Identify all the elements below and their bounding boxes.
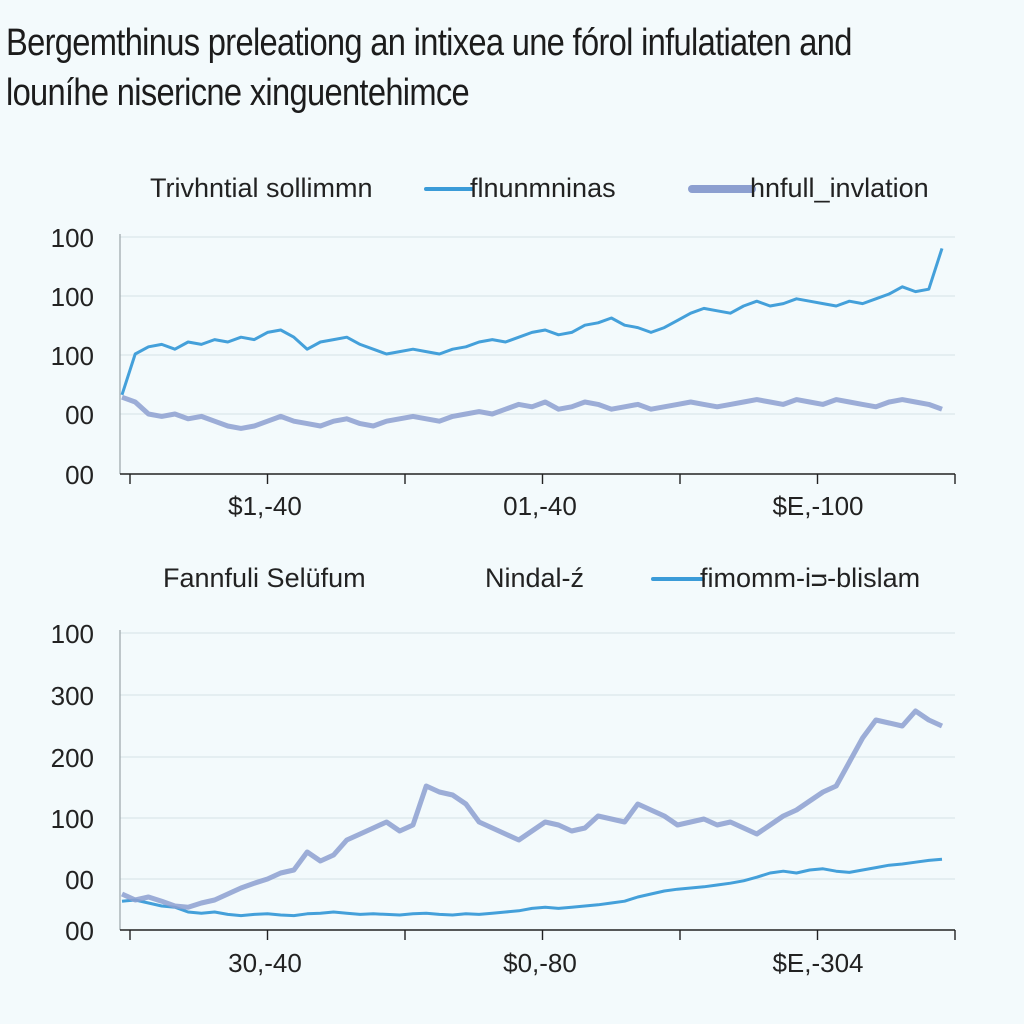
y-tick-label: 100 xyxy=(51,282,94,312)
legend-label: Nindal‑ź xyxy=(485,563,584,593)
x-tick-label: $1,‑40 xyxy=(228,491,302,521)
x-tick-label: $0,‑80 xyxy=(503,948,577,978)
chart-title-line-2: louníhe nisericne xinguentehimce xyxy=(6,72,470,114)
top-chart: 100 100 100 00 00 $1,‑40 01,‑40 $E,‑100 Trivhnti… xyxy=(51,173,956,521)
chart-title-line-1: Bergemthinus preleationg an intixea une … xyxy=(6,22,852,64)
series-line-fimomm-i-blislam xyxy=(121,857,943,918)
y-tick-label: 00 xyxy=(65,400,94,430)
x-tick-label: 30,‑40 xyxy=(228,948,302,978)
bottom-chart: 100 300 200 100 00 00 30,‑40 $0,‑80 $E,‑304 Fannf… xyxy=(51,563,956,978)
y-tick-label: 00 xyxy=(65,865,94,895)
y-tick-label: 100 xyxy=(51,223,94,253)
x-tick-label: $E,‑100 xyxy=(772,491,863,521)
y-tick-label: 100 xyxy=(51,804,94,834)
legend-label: Fannfuli Selüfum xyxy=(163,563,366,593)
y-tick-label: 200 xyxy=(51,743,94,773)
x-tick-label: $E,‑304 xyxy=(772,948,863,978)
series-line-flnunmninas xyxy=(120,247,944,396)
y-tick-label: 00 xyxy=(65,916,94,946)
legend-label: hnfull_invlation xyxy=(750,173,929,203)
legend-label: fimomm‑iᴝ‑blislam xyxy=(700,563,920,593)
series-line-hnfull-invlation xyxy=(121,394,943,431)
y-tick-label: 00 xyxy=(65,460,94,490)
legend-label: Trivhntial sollimmn xyxy=(150,173,373,203)
chart-title: Bergemthinus preleationg an intixea une … xyxy=(6,18,875,118)
legend-label: flnunmninas xyxy=(470,173,616,203)
y-tick-label: 100 xyxy=(51,341,94,371)
y-tick-label: 100 xyxy=(51,619,94,649)
y-tick-label: 300 xyxy=(51,681,94,711)
series-line-nindal- xyxy=(120,708,944,910)
x-tick-label: 01,‑40 xyxy=(503,491,577,521)
